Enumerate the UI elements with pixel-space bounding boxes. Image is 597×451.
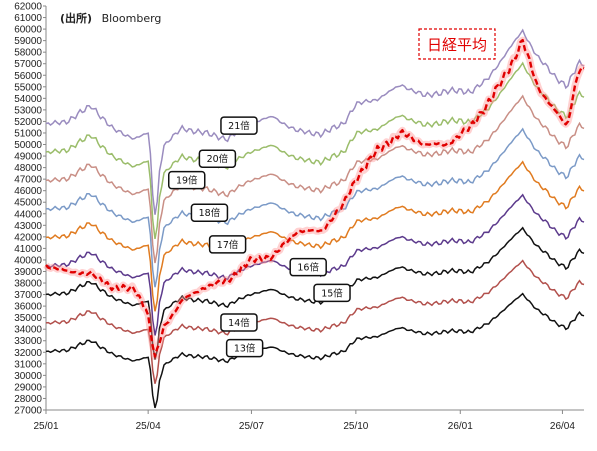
x-tick-label: 25/07 <box>239 421 264 432</box>
y-axis: 2700028000290003000031000320003300034000… <box>14 2 47 417</box>
band-label-text: 20倍 <box>207 153 229 165</box>
y-tick-label: 49000 <box>14 152 42 163</box>
y-tick-label: 28000 <box>14 394 42 405</box>
y-tick-label: 56000 <box>14 71 42 82</box>
band-label-text: 13倍 <box>234 343 256 355</box>
y-tick-label: 47000 <box>14 175 42 186</box>
y-tick-label: 45000 <box>14 198 42 209</box>
x-tick-label: 25/01 <box>33 421 58 432</box>
source-paren-label: (出所) <box>60 11 92 25</box>
y-tick-label: 33000 <box>14 336 42 347</box>
band-label-21x: 21倍 <box>220 116 258 135</box>
band-line-18x <box>45 127 585 288</box>
y-tick-label: 40000 <box>14 255 42 266</box>
band-line-17x <box>45 160 585 312</box>
y-tick-label: 30000 <box>14 371 42 382</box>
band-line-19x <box>45 94 585 264</box>
y-tick-label: 46000 <box>14 186 42 197</box>
y-tick-label: 62000 <box>14 2 42 13</box>
band-label-16x: 16倍 <box>289 257 327 277</box>
band-line-13x <box>45 292 585 409</box>
band-label-box <box>289 257 327 277</box>
y-tick-label: 48000 <box>14 163 42 174</box>
y-tick-label: 34000 <box>14 325 42 336</box>
band-label-box <box>208 235 247 254</box>
band-label-text: 19倍 <box>176 175 198 187</box>
band-label-13x: 13倍 <box>225 338 264 358</box>
band-label-box <box>190 203 229 222</box>
y-tick-label: 58000 <box>14 48 42 59</box>
y-tick-label: 55000 <box>14 82 42 93</box>
y-tick-label: 38000 <box>14 279 42 290</box>
nikkei-label-box <box>418 28 496 60</box>
y-tick-label: 54000 <box>14 94 42 105</box>
band-line-14x <box>45 259 585 384</box>
band-label-text: 21倍 <box>228 120 250 132</box>
y-tick-label: 42000 <box>14 232 42 243</box>
y-tick-label: 43000 <box>14 221 42 232</box>
y-tick-label: 57000 <box>14 59 42 70</box>
band-label-box <box>198 149 237 168</box>
band-label-box <box>167 170 206 190</box>
band-label-17x: 17倍 <box>208 235 247 254</box>
band-label-19x: 19倍 <box>167 170 206 190</box>
band-label-18x: 18倍 <box>190 203 229 222</box>
y-tick-label: 41000 <box>14 244 42 255</box>
x-tick-label: 26/04 <box>550 421 575 432</box>
y-tick-label: 50000 <box>14 140 42 151</box>
band-label-box <box>313 283 351 303</box>
y-tick-label: 60000 <box>14 25 42 36</box>
nikkei-line <box>45 38 585 358</box>
band-label-box <box>225 338 264 358</box>
band-label-20x: 20倍 <box>198 149 237 168</box>
y-tick-label: 32000 <box>14 348 42 359</box>
y-tick-label: 35000 <box>14 313 42 324</box>
band-label-text: 18倍 <box>199 207 221 219</box>
x-tick-label: 26/01 <box>448 421 473 432</box>
band-label-box <box>220 313 258 332</box>
source-label: (出所) Bloomberg <box>60 11 161 25</box>
band-line-21x <box>45 28 585 215</box>
band-label-text: 15倍 <box>321 287 343 299</box>
x-tick-label: 25/04 <box>136 421 161 432</box>
y-tick-label: 51000 <box>14 128 42 139</box>
band-label-box <box>220 116 258 135</box>
band-label-text: 14倍 <box>228 317 250 329</box>
y-tick-label: 31000 <box>14 359 42 370</box>
per-band-labels: 13倍 14倍 15倍 16倍 17倍 18倍 19倍 20倍 21倍 <box>167 116 351 358</box>
band-label-text: 17倍 <box>217 239 239 251</box>
y-tick-label: 39000 <box>14 267 42 278</box>
band-label-text: 16倍 <box>297 262 319 274</box>
y-tick-label: 36000 <box>14 302 42 313</box>
band-line-20x <box>45 61 585 240</box>
y-tick-label: 52000 <box>14 117 42 128</box>
y-tick-label: 53000 <box>14 105 42 116</box>
y-tick-label: 59000 <box>14 36 42 47</box>
nikkei-series <box>43 36 586 360</box>
source-name: Bloomberg <box>102 12 162 25</box>
x-tick-label: 25/10 <box>343 421 368 432</box>
band-label-15x: 15倍 <box>313 283 351 303</box>
x-axis: 25/01 25/04 25/07 25/10 26/01 26/04 <box>33 409 584 432</box>
y-tick-label: 44000 <box>14 209 42 220</box>
band-label-14x: 14倍 <box>220 313 258 332</box>
nikkei-glow <box>43 36 586 360</box>
y-tick-label: 37000 <box>14 290 42 301</box>
y-tick-label: 29000 <box>14 382 42 393</box>
nikkei-label: 日経平均 <box>427 36 487 54</box>
y-tick-label: 61000 <box>14 13 42 24</box>
y-tick-label: 27000 <box>14 406 42 417</box>
band-line-15x <box>45 226 585 360</box>
